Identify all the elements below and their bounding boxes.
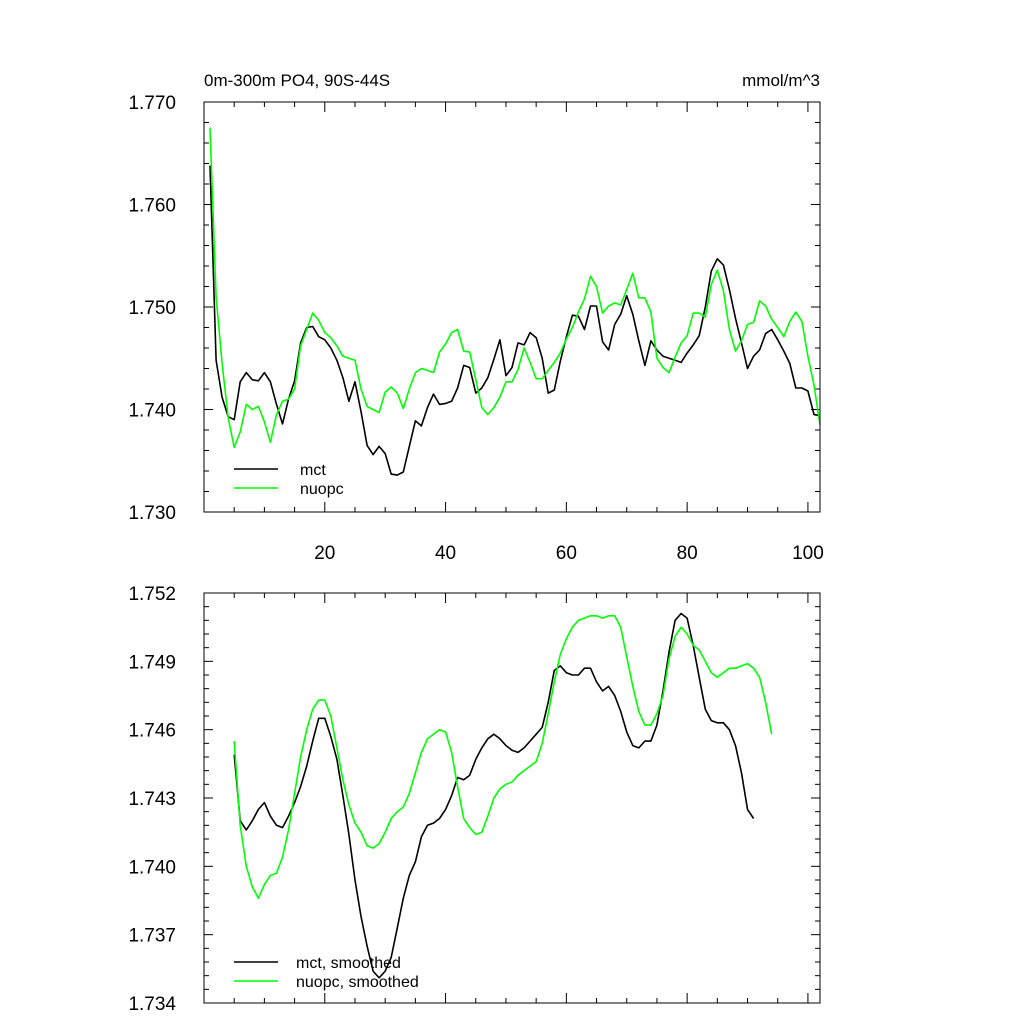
legend-label: mct, smoothed: [296, 955, 401, 972]
top-axis-ticks: [204, 101, 820, 513]
series-line-mct: [233, 612, 755, 979]
bottom-panel: 1.734 1.737 1.740 1.743 1.746 1.749 1.752 mct,…: [128, 584, 821, 1015]
legend-label: mct: [300, 462, 326, 479]
series-line-nuopc: [209, 127, 821, 449]
bottom-axis-tick-labels: 1.734 1.737 1.740 1.743 1.746 1.749 1.752: [128, 584, 176, 1015]
legend-label: nuopc: [300, 481, 344, 498]
y-tick-label: 1.760: [128, 196, 176, 217]
top-chart-title: 0m-300m PO4, 90S-44S: [204, 71, 390, 90]
bottom-series-lines: [233, 612, 773, 979]
x-tick-label: 20: [314, 543, 335, 564]
y-tick-label: 1.743: [128, 789, 176, 810]
y-tick-label: 1.740: [128, 401, 176, 422]
y-tick-label: 1.734: [128, 994, 176, 1015]
top-legend: mct nuopc: [234, 462, 344, 498]
top-axis-tick-labels: 1.730 1.740 1.750 1.760 1.770 20 40 60 80 100: [128, 93, 823, 564]
y-tick-label: 1.750: [128, 298, 176, 319]
x-tick-label: 80: [677, 543, 698, 564]
x-tick-label: 40: [435, 543, 456, 564]
series-line-mct: [209, 165, 821, 476]
top-panel: 0m-300m PO4, 90S-44S mmol/m^3 1.730 1.740…: [128, 71, 823, 564]
x-tick-label: 100: [792, 543, 824, 564]
top-plot-frame: [203, 101, 821, 513]
y-tick-label: 1.737: [128, 926, 176, 947]
legend-label: nuopc, smoothed: [296, 974, 419, 991]
top-chart-units: mmol/m^3: [742, 71, 820, 90]
y-tick-label: 1.749: [128, 652, 176, 673]
bottom-legend: mct, smoothed nuopc, smoothed: [234, 955, 419, 991]
y-tick-label: 1.770: [128, 93, 176, 114]
series-line-nuopc: [233, 614, 773, 900]
y-tick-label: 1.746: [128, 721, 176, 742]
y-tick-label: 1.730: [128, 503, 176, 524]
x-tick-label: 60: [556, 543, 577, 564]
y-tick-label: 1.740: [128, 857, 176, 878]
top-series-lines: [209, 127, 821, 476]
bottom-axis-ticks: [204, 592, 820, 1004]
y-tick-label: 1.752: [128, 584, 176, 605]
bottom-plot-frame: [203, 592, 821, 1004]
